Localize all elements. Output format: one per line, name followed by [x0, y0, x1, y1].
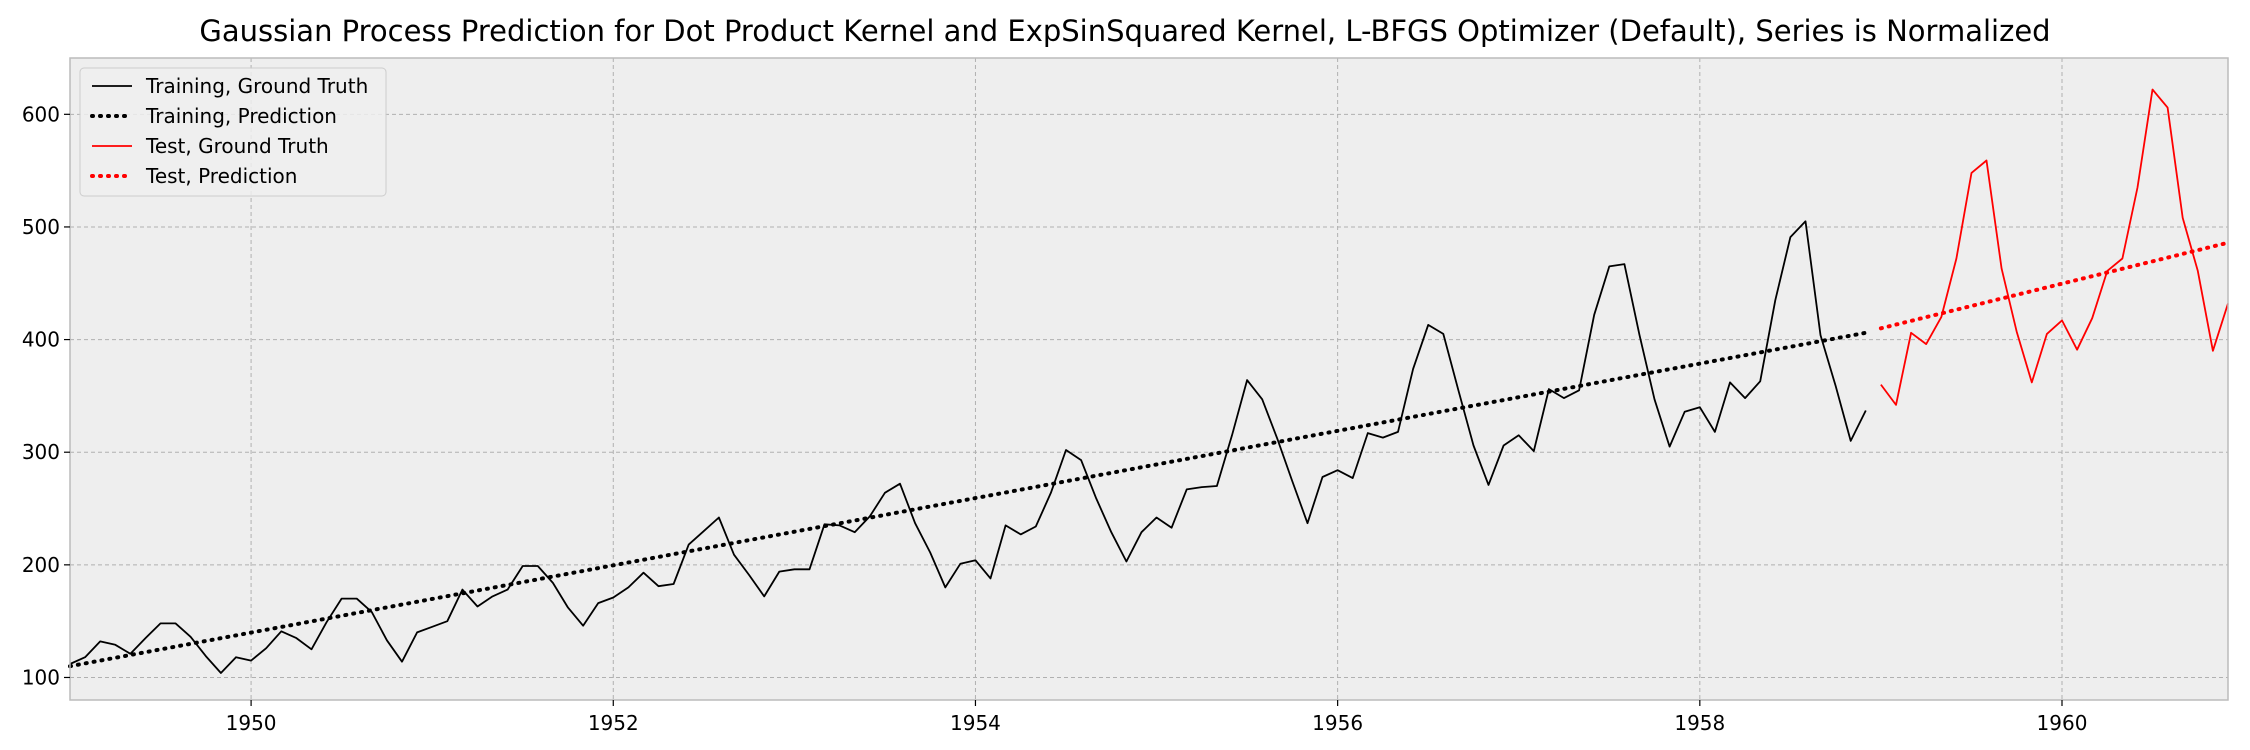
y-tick-label: 100	[22, 665, 60, 689]
y-tick-label: 200	[22, 553, 60, 577]
x-tick-label: 1954	[950, 711, 1001, 735]
legend-label: Test, Prediction	[145, 164, 297, 188]
series-line-3	[1880, 88, 2229, 406]
x-tick-label: 1956	[1312, 711, 1363, 735]
y-tick-label: 400	[22, 328, 60, 352]
series-line-2	[68, 330, 1868, 669]
legend-label: Test, Ground Truth	[145, 134, 329, 158]
legend-label: Training, Prediction	[145, 104, 337, 128]
y-tick-label: 300	[22, 440, 60, 464]
legend-label: Training, Ground Truth	[145, 74, 368, 98]
legend: Training, Ground Truth Training, Predicti…	[79, 67, 387, 197]
x-tick-label: 1958	[1674, 711, 1725, 735]
y-tick-label: 600	[22, 102, 60, 126]
x-tick-label: 1952	[588, 711, 639, 735]
legend-box	[79, 67, 387, 197]
series-line-4	[1878, 240, 2230, 331]
plot-background	[70, 58, 2228, 700]
x-tick-label: 1960	[2037, 711, 2088, 735]
plot-frame	[69, 57, 2229, 701]
y-tick-label: 500	[22, 215, 60, 239]
axis-ticks: 1950 1952 1954 1956 1958 1960 100 200 300 400 500 6…	[22, 102, 2088, 735]
x-tick-label: 1950	[226, 711, 277, 735]
chart-title: Gaussian Process Prediction for Dot Prod…	[199, 14, 2051, 48]
grid	[70, 58, 2228, 700]
series-layer	[68, 88, 2230, 674]
